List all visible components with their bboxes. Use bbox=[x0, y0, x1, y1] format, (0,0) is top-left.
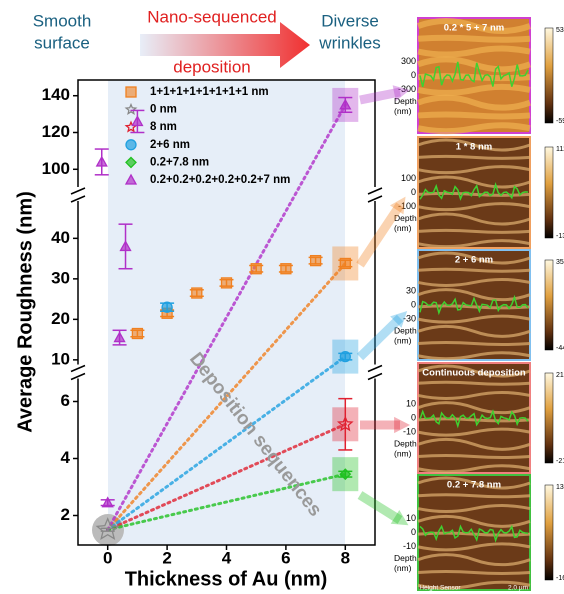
depth-tick: 0 bbox=[411, 70, 416, 80]
legend-label: 1+1+1+1+1+1+1+1 nm bbox=[150, 86, 269, 98]
depth-label: (nm) bbox=[394, 335, 412, 345]
y-axis-label: Average Roughness (nm) bbox=[14, 191, 36, 433]
panel-label: 0.2 * 5 + 7 nm bbox=[444, 23, 504, 34]
header-right: wrinkles bbox=[318, 33, 380, 52]
depth-label: Depth bbox=[394, 553, 417, 563]
legend-label: 0.2+7.8 nm bbox=[150, 156, 209, 168]
colorbar bbox=[545, 147, 553, 238]
colorbar-min: -597.2 nm bbox=[556, 118, 564, 125]
header-right: Diverse bbox=[321, 11, 379, 30]
depth-label: (nm) bbox=[394, 223, 412, 233]
point bbox=[340, 352, 350, 362]
panel-arrow bbox=[360, 205, 400, 265]
shaded-region bbox=[108, 80, 345, 545]
point bbox=[192, 288, 202, 298]
depth-tick: 0 bbox=[411, 187, 416, 197]
colorbar bbox=[545, 260, 553, 350]
y-tick-label: 40 bbox=[51, 228, 70, 247]
panel-label: 2 + 6 nm bbox=[455, 255, 493, 266]
panel-footer: 2.0 µm bbox=[508, 585, 528, 592]
panel-label: 0.2 + 7.8 nm bbox=[447, 480, 501, 491]
header-middle: Nano-sequenced bbox=[147, 7, 276, 26]
colorbar bbox=[545, 28, 553, 123]
panel-label: 1 * 8 nm bbox=[456, 142, 492, 153]
colorbar-min: -16.8 nm bbox=[556, 575, 564, 582]
afm-texture bbox=[418, 38, 530, 40]
point bbox=[311, 256, 321, 266]
panel-arrow bbox=[360, 495, 400, 520]
y-tick-label: 120 bbox=[42, 122, 70, 141]
panel-label: Continuous deposition bbox=[422, 368, 526, 379]
header-left: surface bbox=[34, 33, 90, 52]
header-left: Smooth bbox=[33, 11, 92, 30]
x-tick-label: 6 bbox=[281, 548, 290, 567]
x-tick-label: 2 bbox=[162, 548, 171, 567]
colorbar-min: -21.4 nm bbox=[556, 458, 564, 465]
depth-tick: 10 bbox=[406, 513, 416, 523]
y-tick-label: 10 bbox=[51, 349, 70, 368]
colorbar-min: -136.1 nm bbox=[556, 233, 564, 240]
legend-marker bbox=[126, 140, 136, 150]
y-tick-label: 20 bbox=[51, 309, 70, 328]
colorbar-min: -44.9 nm bbox=[556, 345, 564, 352]
point bbox=[281, 264, 291, 274]
y-tick-label: 140 bbox=[42, 85, 70, 104]
depth-tick: 0 bbox=[411, 527, 416, 537]
point bbox=[340, 258, 350, 268]
colorbar bbox=[545, 373, 553, 463]
point bbox=[222, 278, 232, 288]
y-tick-label: 2 bbox=[61, 505, 70, 524]
point bbox=[251, 264, 261, 274]
depth-label: (nm) bbox=[394, 563, 412, 573]
depth-tick: 0 bbox=[411, 412, 416, 422]
colorbar-max: 21.9 nm bbox=[556, 372, 564, 379]
colorbar-max: 35.8 nm bbox=[556, 259, 564, 266]
legend-label: 8 nm bbox=[150, 121, 177, 133]
legend-label: 0 nm bbox=[150, 104, 177, 116]
depth-tick: 30 bbox=[406, 285, 416, 295]
afm-texture bbox=[418, 114, 530, 116]
y-tick-label: 4 bbox=[61, 448, 71, 467]
y-tick-label: 30 bbox=[51, 268, 70, 287]
x-tick-label: 8 bbox=[341, 548, 350, 567]
depth-tick: 100 bbox=[401, 173, 416, 183]
legend-marker bbox=[126, 87, 136, 97]
depth-label: Depth bbox=[394, 438, 417, 448]
depth-label: (nm) bbox=[394, 448, 412, 458]
depth-tick: 0 bbox=[411, 299, 416, 309]
figure: Smooth surface Diverse wrinkles Nano-sequenc… bbox=[0, 0, 564, 594]
depth-tick: -10 bbox=[403, 426, 416, 436]
depth-tick: 300 bbox=[401, 56, 416, 66]
colorbar bbox=[545, 485, 553, 580]
x-tick-label: 4 bbox=[222, 548, 232, 567]
depth-tick: -10 bbox=[403, 541, 416, 551]
point bbox=[97, 157, 107, 166]
legend-label: 0.2+0.2+0.2+0.2+0.2+7 nm bbox=[150, 174, 290, 186]
legend-label: 2+6 nm bbox=[150, 139, 190, 151]
y-tick-label: 100 bbox=[42, 159, 70, 178]
colorbar-max: 13.9 nm bbox=[556, 484, 564, 491]
panel-footer: Height Sensor bbox=[419, 585, 461, 592]
y-tick-label: 6 bbox=[61, 391, 70, 410]
x-axis-label: Thickness of Au (nm) bbox=[125, 568, 328, 590]
header-middle: deposition bbox=[173, 57, 251, 76]
point bbox=[162, 302, 172, 312]
depth-label: (nm) bbox=[394, 106, 412, 116]
colorbar-max: 536.1 nm bbox=[556, 27, 564, 34]
colorbar-max: 112.3 nm bbox=[556, 146, 564, 153]
depth-tick: 10 bbox=[406, 398, 416, 408]
point bbox=[132, 329, 142, 339]
x-tick-label: 0 bbox=[103, 548, 112, 567]
